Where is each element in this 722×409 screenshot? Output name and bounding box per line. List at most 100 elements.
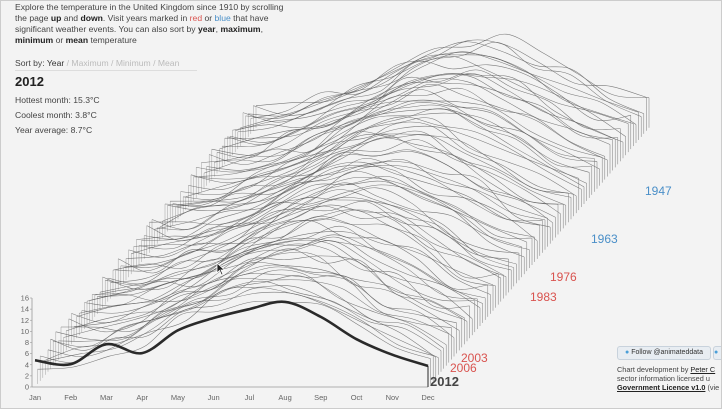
hottest-month: Hottest month: 15.3°C <box>15 95 100 105</box>
background-year-line <box>112 204 507 296</box>
year-label-2003: 2003 <box>461 351 488 365</box>
x-tick-label: Dec <box>421 393 435 402</box>
background-year-line <box>136 171 530 269</box>
background-year-line <box>234 55 629 153</box>
background-year-line <box>240 52 634 147</box>
sort-option-maximum[interactable]: Maximum <box>71 58 109 68</box>
background-year-line <box>81 240 476 333</box>
background-year-line <box>221 73 616 168</box>
background-year-line <box>58 264 452 360</box>
x-tick-label: Apr <box>136 393 148 402</box>
sort-option-minimum[interactable]: Minimum <box>115 58 151 68</box>
sort-option-year[interactable]: Year <box>46 58 65 68</box>
year-label-1976: 1976 <box>550 270 577 284</box>
background-year-line <box>237 60 632 150</box>
background-year-line <box>138 175 533 265</box>
developer-link[interactable]: Peter C <box>690 365 716 374</box>
follow-label: Follow @animateddata <box>631 349 703 356</box>
background-year-line <box>37 300 431 384</box>
background-year-line <box>193 104 587 201</box>
background-year-line <box>180 121 574 217</box>
year-label-1963: 1963 <box>591 232 618 246</box>
y-tick-label: 2 <box>25 371 29 380</box>
background-year-line <box>120 197 515 287</box>
year-label-2012: 2012 <box>430 374 459 389</box>
y-tick-label: 12 <box>21 316 29 325</box>
axes: 0 2 4 6 8 10 12 14 16 Jan Feb Mar Apr May Jun Jul Aug Sep… <box>21 294 435 403</box>
background-year-line <box>143 165 538 259</box>
background-year-line <box>141 176 535 262</box>
background-year-line <box>91 225 486 320</box>
sort-separator: / <box>111 58 114 68</box>
credits: Chart development by Peter C sector info… <box>617 365 720 392</box>
background-year-line <box>195 112 590 198</box>
background-year-line <box>175 133 569 223</box>
year-label-2006: 2006 <box>450 361 477 375</box>
background-years <box>37 33 650 384</box>
background-year-line <box>149 158 543 253</box>
background-year-line <box>253 39 647 131</box>
background-year-line <box>162 151 556 238</box>
x-tick-label: Oct <box>351 393 364 402</box>
y-tick-label: 8 <box>25 338 29 347</box>
twitter-share-button[interactable]: ● <box>713 346 722 360</box>
background-year-line <box>242 54 637 143</box>
mouse-cursor-icon <box>216 262 226 276</box>
y-tick-label: 6 <box>25 349 29 358</box>
year-average: Year average: 8.7°C <box>15 125 93 135</box>
sort-separator: / <box>153 58 156 68</box>
background-year-line <box>198 99 593 195</box>
background-year-line <box>185 125 580 211</box>
background-year-line <box>78 239 473 336</box>
background-year-line <box>45 291 439 375</box>
y-tick-label: 0 <box>25 383 29 392</box>
x-tick-label: Nov <box>386 393 400 402</box>
series-line-2012 <box>34 300 429 368</box>
y-tick-label: 14 <box>21 305 29 314</box>
y-tick-label: 4 <box>25 360 29 369</box>
year-info-panel: 2012 Hottest month: 15.3°C Coolest month… <box>15 74 100 140</box>
sort-option-mean[interactable]: Mean <box>157 58 180 68</box>
sort-label: Sort by: <box>15 58 45 68</box>
background-year-line <box>169 134 564 229</box>
red-keyword: red <box>189 13 203 23</box>
blue-keyword: blue <box>214 13 231 23</box>
background-year-line <box>97 231 491 314</box>
x-tick-label: Aug <box>278 393 291 402</box>
background-year-line <box>104 209 499 305</box>
background-year-line <box>164 137 559 235</box>
background-year-line <box>125 187 520 281</box>
year-label-1983: 1983 <box>530 290 557 304</box>
main-series <box>34 300 429 387</box>
sort-separator: / <box>66 58 70 68</box>
background-year-line <box>40 287 434 381</box>
background-year-line <box>211 87 606 180</box>
y-tick-label: 16 <box>21 294 29 303</box>
x-tick-label: Sep <box>314 393 327 402</box>
background-year-line <box>55 277 450 363</box>
background-year-line <box>219 74 613 171</box>
coolest-month: Coolest month: 3.8°C <box>15 110 97 120</box>
bird-icon: ● <box>625 349 630 356</box>
background-year-line <box>224 76 619 165</box>
x-tick-label: Jan <box>29 393 41 402</box>
x-tick-label: Feb <box>64 393 77 402</box>
bird-icon: ● <box>714 349 719 356</box>
background-year-line <box>216 78 611 174</box>
background-year-line <box>190 108 585 204</box>
background-year-line <box>94 219 489 317</box>
intro-text: Explore the temperature in the United Ki… <box>15 2 284 45</box>
background-year-line <box>99 216 494 311</box>
x-tick-label: Jul <box>245 393 255 402</box>
background-year-line <box>167 139 561 232</box>
background-year-line <box>154 159 548 247</box>
follow-twitter-button[interactable]: ● Follow @animateddata <box>617 346 711 360</box>
x-tick-label: Mar <box>100 393 113 402</box>
x-tick-label: Jun <box>208 393 220 402</box>
sort-controls: Sort by: Year / Maximum / Minimum / Mean <box>15 58 197 71</box>
y-tick-label: 10 <box>21 327 29 336</box>
background-year-line <box>128 182 522 278</box>
licence-link[interactable]: Government Licence v1.0 <box>617 383 706 392</box>
